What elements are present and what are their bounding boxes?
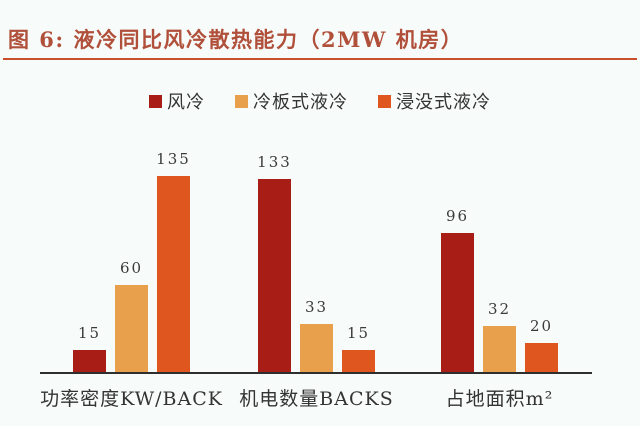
bar-浸没式液冷-机电数量BACKS bbox=[342, 350, 375, 372]
chart-legend: 风冷 冷板式液冷 浸没式液冷 bbox=[0, 88, 640, 114]
legend-label: 风冷 bbox=[167, 92, 205, 113]
legend-item: 浸没式液冷 bbox=[378, 88, 491, 114]
bar-风冷-机电数量BACKS bbox=[258, 179, 291, 372]
bar-冷板式液冷-功率密度KW/BACK bbox=[115, 285, 148, 372]
legend-item: 风冷 bbox=[149, 88, 205, 114]
bar-value-label: 96 bbox=[445, 207, 470, 225]
bar-冷板式液冷-占地面积m² bbox=[483, 326, 516, 372]
legend-label: 浸没式液冷 bbox=[396, 92, 491, 113]
x-axis-line bbox=[40, 372, 592, 374]
bar-value-label: 32 bbox=[487, 300, 512, 318]
x-axis-labels: 功率密度KW/BACK 机电数量BACKS 占地面积m² bbox=[0, 384, 640, 418]
x-axis-category-label: 机电数量BACKS bbox=[239, 388, 394, 410]
bar-风冷-占地面积m² bbox=[441, 233, 474, 372]
legend-item: 冷板式液冷 bbox=[235, 88, 348, 114]
bar-value-label: 33 bbox=[304, 298, 329, 316]
bar-value-label: 60 bbox=[119, 259, 144, 277]
title-underline bbox=[3, 58, 637, 60]
x-axis-category-label: 功率密度KW/BACK bbox=[40, 388, 223, 410]
bar-chart: 15 60 135 133 33 15 96 32 20 bbox=[0, 130, 640, 373]
bar-冷板式液冷-机电数量BACKS bbox=[300, 324, 333, 372]
legend-swatch-icon bbox=[149, 94, 162, 108]
bar-风冷-功率密度KW/BACK bbox=[73, 350, 106, 372]
figure-title: 图 6: 液冷同比风冷散热能力（2MW 机房） bbox=[8, 27, 464, 52]
x-axis-category-label: 占地面积m² bbox=[445, 388, 554, 410]
bar-浸没式液冷-功率密度KW/BACK bbox=[157, 176, 190, 372]
bar-浸没式液冷-占地面积m² bbox=[525, 343, 558, 372]
legend-swatch-icon bbox=[235, 94, 248, 108]
bar-value-label: 20 bbox=[529, 317, 554, 335]
legend-label: 冷板式液冷 bbox=[253, 92, 348, 113]
bar-value-label: 133 bbox=[257, 153, 292, 171]
bar-value-label: 15 bbox=[77, 324, 102, 342]
bar-value-label: 15 bbox=[346, 324, 371, 342]
bar-value-label: 135 bbox=[156, 150, 191, 168]
legend-swatch-icon bbox=[378, 94, 391, 108]
